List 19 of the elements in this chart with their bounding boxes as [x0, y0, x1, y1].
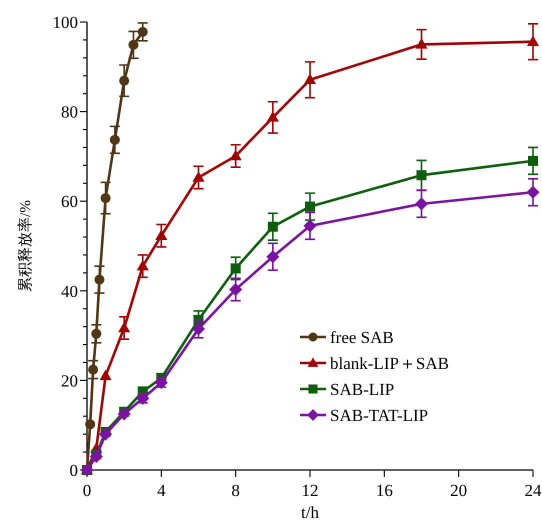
- x-tick-label: 4: [157, 481, 166, 500]
- x-tick-label: 12: [302, 481, 318, 500]
- y-axis-title: 累积释放率/%: [17, 200, 34, 292]
- legend-label: SAB-TAT-LIP: [330, 406, 428, 425]
- legend-label: SAB-LIP: [330, 380, 394, 399]
- y-tick-label: 60: [61, 192, 78, 212]
- legend-label: blank-LIP＋SAB: [330, 354, 449, 373]
- y-tick-label: 100: [52, 13, 78, 32]
- x-axis-title: t/h: [301, 503, 320, 522]
- y-tick-label: 40: [61, 282, 78, 301]
- y-tick-label: 80: [61, 102, 78, 122]
- legend-label: free SAB: [330, 328, 394, 347]
- y-tick-label: 20: [61, 371, 78, 390]
- x-tick-label: 20: [450, 481, 468, 500]
- x-tick-label: 8: [231, 481, 240, 500]
- x-tick-label: 0: [82, 481, 92, 500]
- x-tick-label: 24: [524, 481, 542, 500]
- y-tick-label: 0: [70, 461, 78, 480]
- x-tick-label: 16: [376, 481, 393, 500]
